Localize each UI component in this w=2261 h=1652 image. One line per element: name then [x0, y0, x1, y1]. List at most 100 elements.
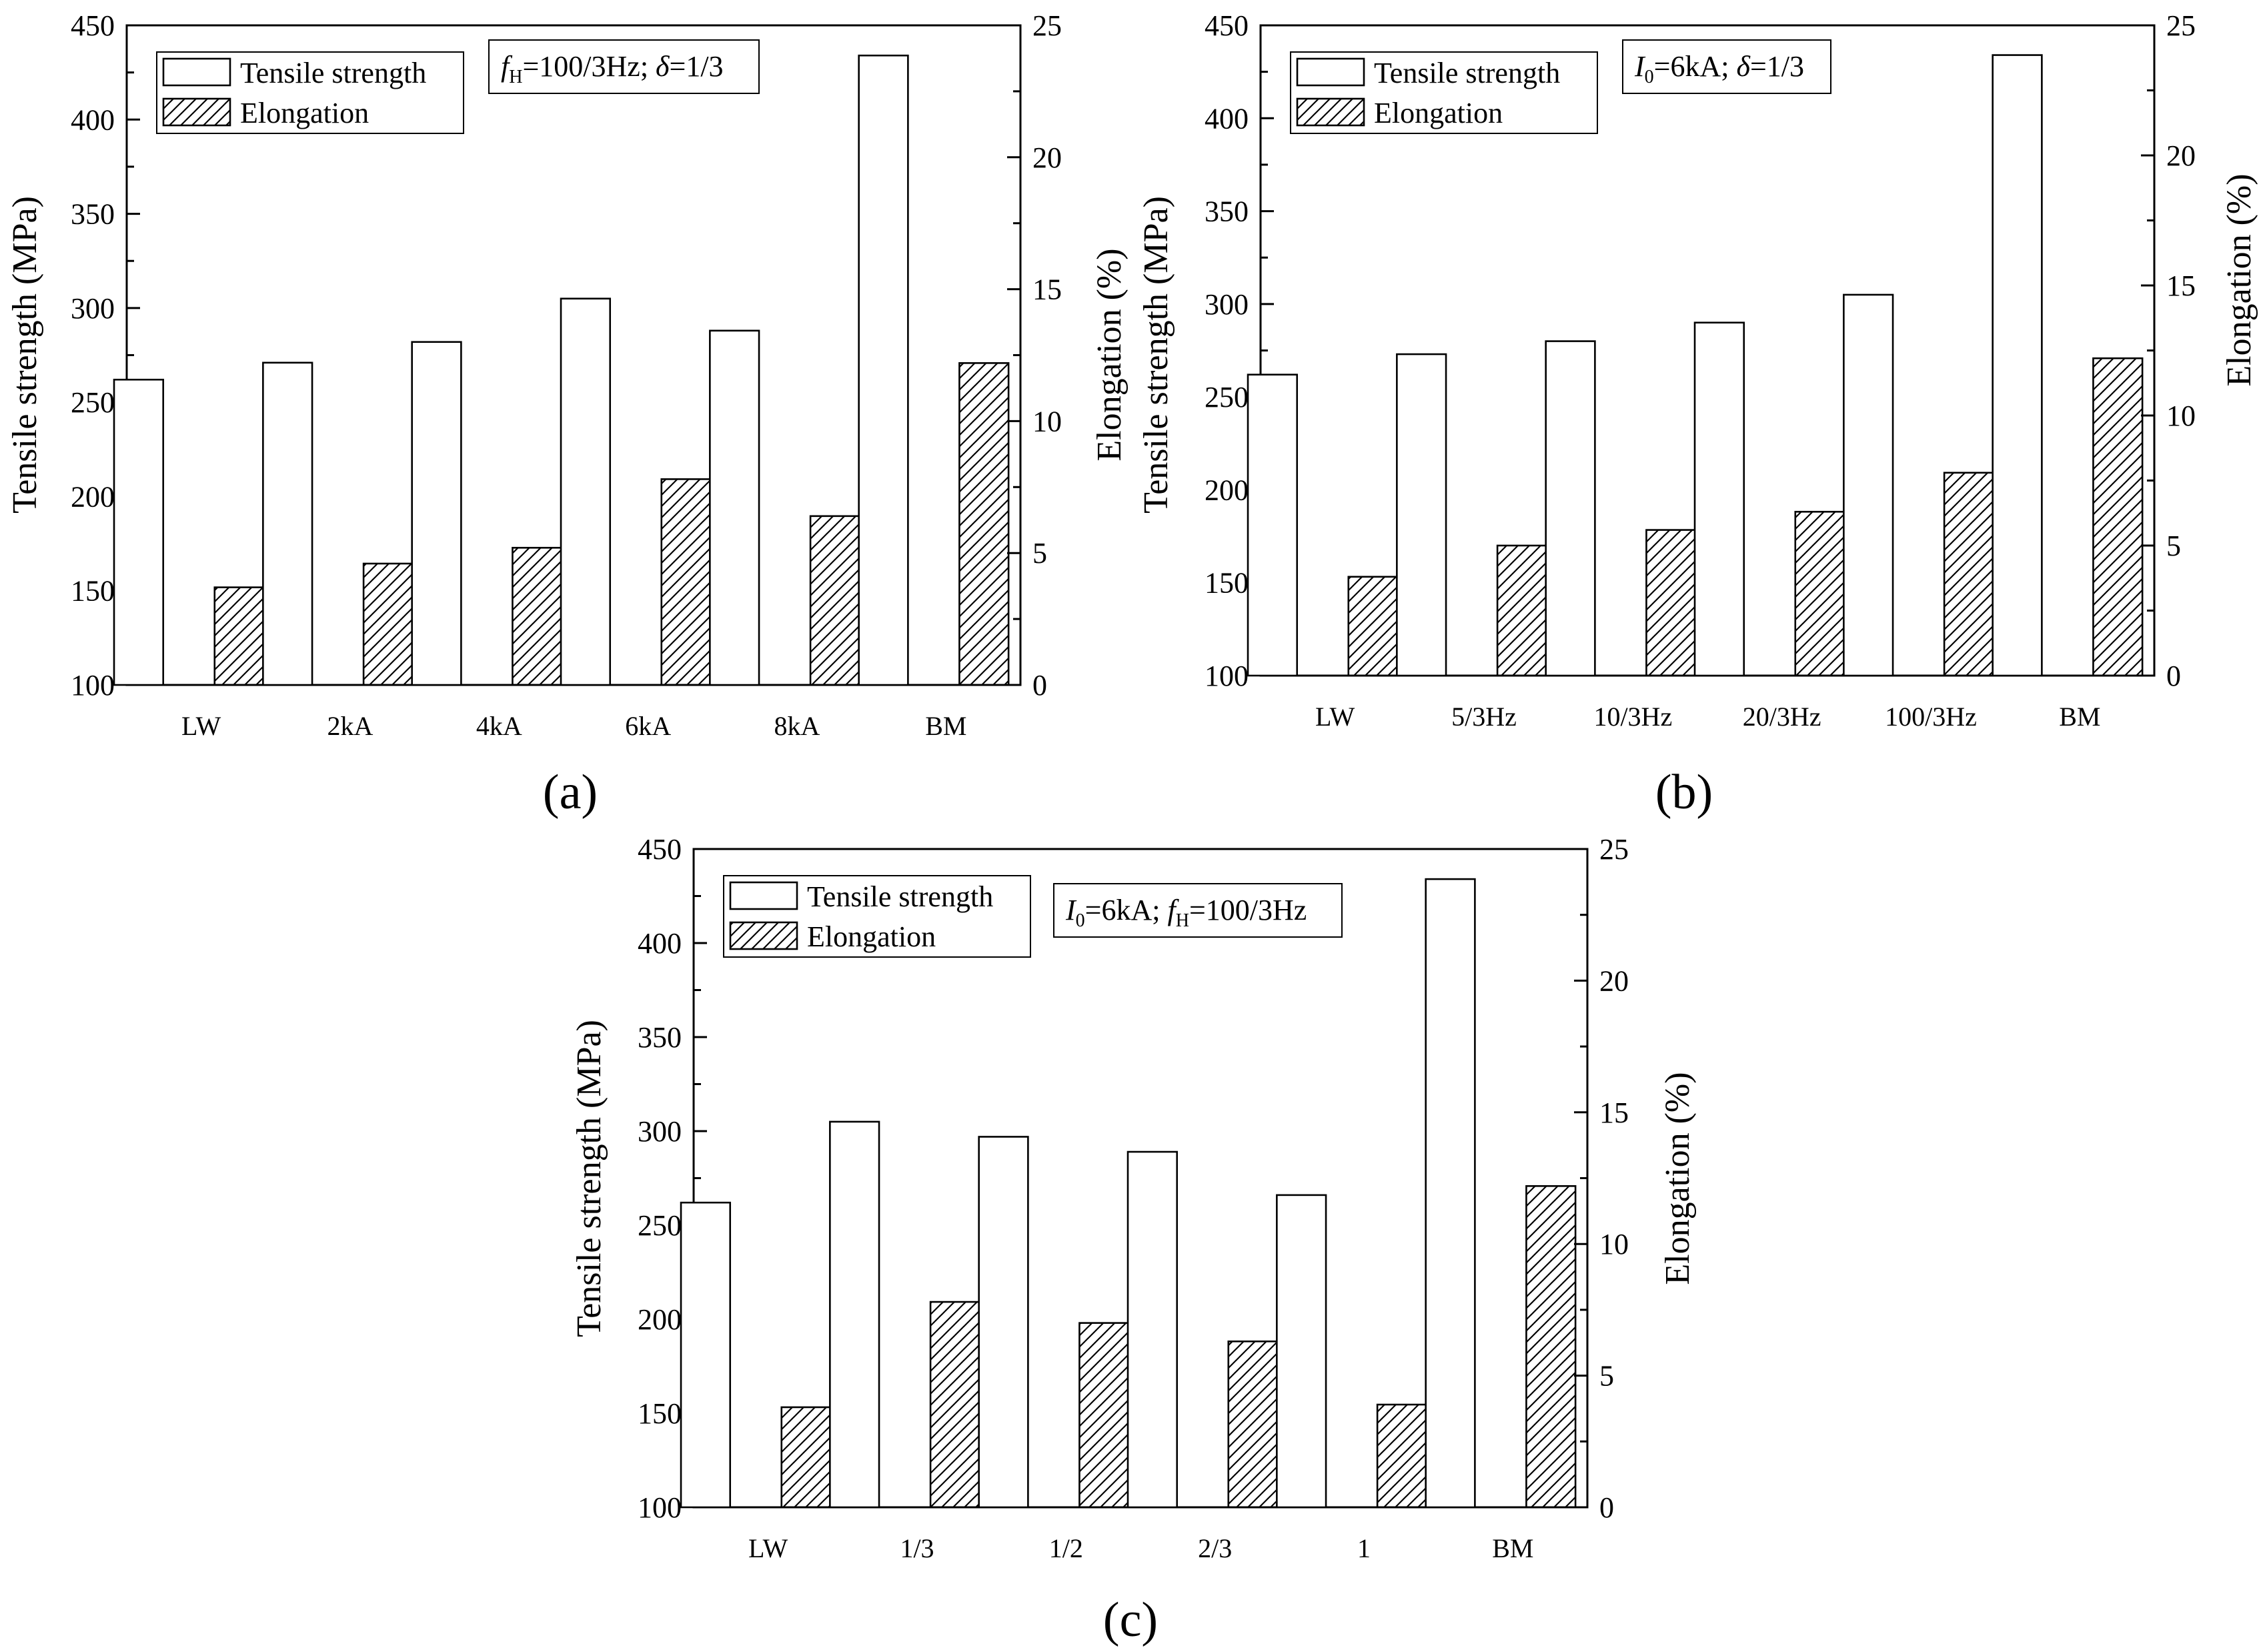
- legend-swatch-tensile: [729, 881, 798, 910]
- tensile-strength-bar: [113, 378, 165, 686]
- left-tick-label: 450: [638, 833, 682, 866]
- x-tick-label: 1: [1357, 1533, 1371, 1563]
- left-tick-label: 350: [1205, 195, 1249, 228]
- annotation-part: =6kA;: [1654, 50, 1737, 83]
- annotation-part: δ: [656, 50, 670, 83]
- x-tick-label: BM: [1492, 1533, 1533, 1563]
- elongation-bar: [362, 562, 414, 686]
- annotation-text: I0=6kA; fH=100/3Hz: [1065, 894, 1307, 931]
- tensile-strength-bar: [680, 1201, 732, 1509]
- tensile-strength-bar: [1843, 293, 1894, 677]
- annotation-part: =6kA;: [1085, 894, 1168, 926]
- y-axis-title: Tensile strength (MPa): [570, 1020, 608, 1337]
- panel-label: (a): [543, 765, 598, 820]
- left-tick-label: 250: [71, 386, 115, 419]
- panel-label: (c): [1103, 1593, 1158, 1647]
- left-tick-label: 250: [638, 1209, 682, 1242]
- elongation-bar: [2092, 357, 2144, 677]
- annotation-part: I: [1065, 894, 1077, 926]
- legend-swatch-elongation: [729, 921, 798, 950]
- tensile-strength-bar: [1693, 321, 1745, 677]
- elongation-bar: [1525, 1185, 1577, 1509]
- annotation-part: =1/3: [670, 50, 724, 83]
- left-tick-label: 400: [71, 103, 115, 136]
- legend-label-elongation: Elongation: [1374, 97, 1503, 129]
- annotation-part: δ: [1736, 50, 1751, 83]
- left-tick-label: 300: [71, 292, 115, 325]
- annotation-part: =100/3Hz: [1189, 894, 1307, 926]
- elongation-bar: [929, 1301, 981, 1509]
- x-tick-label: BM: [2059, 702, 2100, 732]
- left-tick-label: 400: [638, 927, 682, 960]
- elongation-bar: [213, 586, 265, 686]
- left-tick-label: 250: [1205, 381, 1249, 414]
- right-tick-label: 10: [2166, 399, 2196, 432]
- elongation-bar: [660, 478, 712, 686]
- x-tick-label: 8kA: [774, 711, 820, 741]
- elongation-bar: [1496, 544, 1548, 677]
- elongation-bar: [1943, 472, 1995, 677]
- right-tick-label: 20: [1032, 141, 1062, 174]
- tensile-strength-bar: [1126, 1150, 1179, 1509]
- right-tick-label: 20: [1599, 964, 1629, 997]
- left-tick-label: 200: [1205, 474, 1249, 506]
- legend-swatch-tensile: [162, 57, 231, 87]
- x-tick-label: 4kA: [476, 711, 522, 741]
- right-tick-label: 5: [2166, 530, 2181, 562]
- tensile-strength-bar: [411, 341, 462, 686]
- legend-label-elongation: Elongation: [240, 97, 369, 129]
- x-tick-label: 2kA: [327, 711, 373, 741]
- x-tick-label: 100/3Hz: [1885, 702, 1977, 732]
- right-tick-label: 0: [1599, 1491, 1614, 1524]
- right-tick-label: 25: [2166, 9, 2196, 42]
- left-tick-label: 350: [71, 198, 115, 231]
- annotation-part: H: [509, 67, 522, 87]
- y2-axis-title: Elongation (%): [1090, 248, 1128, 461]
- y2-axis-title: Elongation (%): [2220, 173, 2258, 386]
- left-tick-label: 150: [638, 1397, 682, 1430]
- right-tick-label: 20: [2166, 139, 2196, 172]
- x-tick-label: 10/3Hz: [1593, 702, 1672, 732]
- right-tick-label: 0: [2166, 660, 2181, 692]
- elongation-bar: [1376, 1403, 1428, 1509]
- annotation-text: fH=100/3Hz; δ=1/3: [501, 50, 724, 87]
- elongation-bar: [1227, 1340, 1279, 1509]
- x-tick-label: 20/3Hz: [1743, 702, 1821, 732]
- legend-swatch-elongation: [162, 97, 231, 127]
- y-axis-title: Tensile strength (MPa): [1137, 196, 1175, 514]
- x-tick-label: LW: [1315, 702, 1355, 732]
- elongation-bar: [1645, 529, 1697, 677]
- elongation-bar: [1347, 576, 1399, 677]
- elongation-bar: [1078, 1322, 1130, 1509]
- x-tick-label: LW: [748, 1533, 788, 1563]
- tensile-strength-bar: [1992, 54, 2043, 677]
- tensile-strength-bar: [829, 1120, 880, 1509]
- right-tick-label: 25: [1032, 9, 1062, 42]
- left-tick-label: 100: [1205, 660, 1249, 692]
- elongation-bar: [512, 546, 563, 686]
- tensile-strength-bar: [709, 329, 760, 686]
- right-tick-label: 5: [1599, 1360, 1614, 1393]
- elongation-bar: [780, 1406, 832, 1509]
- tensile-strength-bar: [858, 54, 909, 686]
- left-tick-label: 300: [638, 1115, 682, 1148]
- right-tick-label: 10: [1599, 1228, 1629, 1261]
- annotation-box: [488, 39, 760, 94]
- right-tick-label: 10: [1032, 405, 1062, 438]
- left-tick-label: 100: [71, 669, 115, 702]
- left-tick-label: 450: [1205, 9, 1249, 42]
- left-tick-label: 150: [71, 575, 115, 608]
- elongation-bar: [1794, 510, 1845, 677]
- annotation-box: [1053, 883, 1343, 938]
- tensile-strength-bar: [560, 297, 612, 686]
- x-tick-label: 2/3: [1198, 1533, 1232, 1563]
- chart-panel-a: 100 150 200 250 300 350 400 450 0 5 10 15 20 25 LW 2kA 4…: [6, 9, 1128, 820]
- elongation-bar: [958, 362, 1010, 686]
- x-tick-label: 1/3: [900, 1533, 934, 1563]
- right-tick-label: 0: [1032, 669, 1047, 702]
- legend-label-tensile: Tensile strength: [240, 57, 426, 89]
- x-tick-label: BM: [925, 711, 966, 741]
- annotation-part: 0: [1076, 910, 1085, 931]
- left-tick-label: 100: [638, 1491, 682, 1524]
